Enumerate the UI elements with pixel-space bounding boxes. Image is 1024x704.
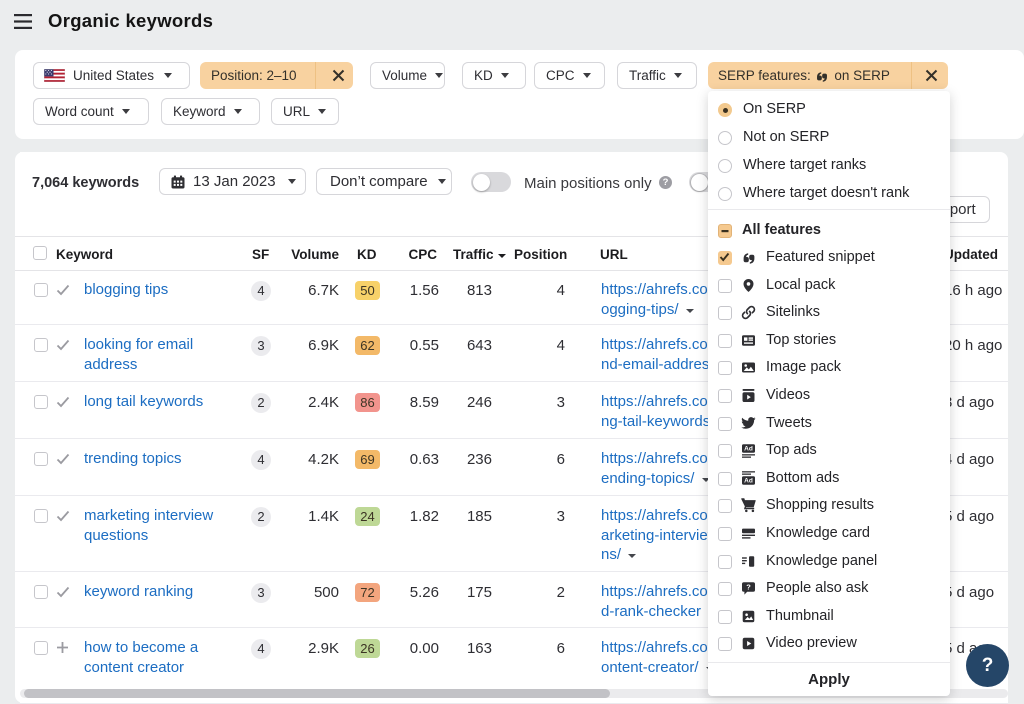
svg-text:Ad: Ad — [744, 446, 753, 453]
svg-text:Ad: Ad — [744, 477, 753, 484]
svg-text:?: ? — [746, 583, 751, 592]
